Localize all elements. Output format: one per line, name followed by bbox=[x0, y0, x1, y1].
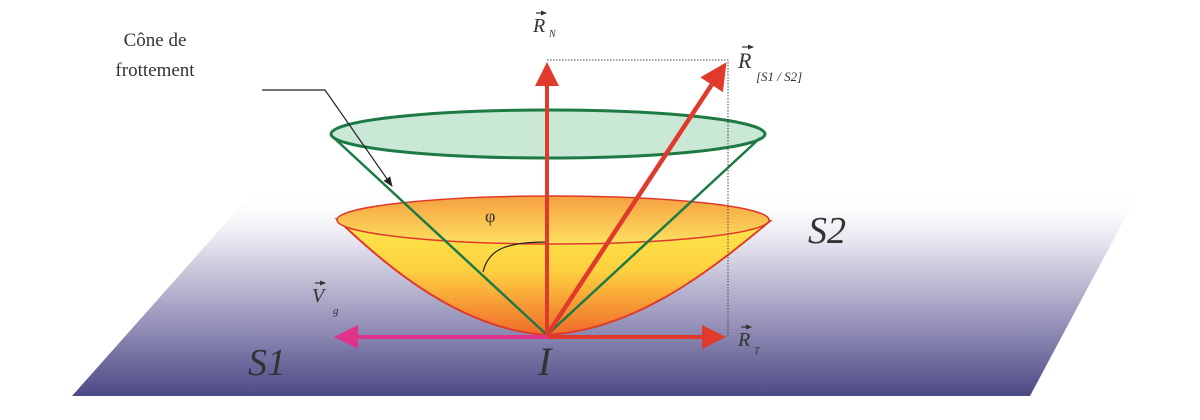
angle-arc bbox=[482, 241, 548, 273]
svg-text:R: R bbox=[737, 329, 750, 351]
solid-s1-label: S1 bbox=[248, 342, 286, 384]
svg-text:R: R bbox=[532, 15, 545, 37]
svg-text:N: N bbox=[548, 29, 557, 40]
resultant-force-arrow bbox=[545, 62, 727, 337]
contact-point-label: I bbox=[537, 339, 553, 384]
cone-title-line1: Cône de bbox=[124, 30, 187, 51]
solid-s2-label: S2 bbox=[808, 210, 846, 252]
svg-text:T: T bbox=[754, 346, 761, 357]
cone-title-line2: frottement bbox=[115, 60, 195, 81]
friction-cone-left-edge bbox=[332, 136, 548, 336]
svg-text:[S1 / S2]: [S1 / S2] bbox=[756, 69, 802, 84]
tangential-force-label: R T bbox=[737, 324, 761, 357]
sliding-velocity-label: V g bbox=[312, 280, 339, 317]
cone-label-leader bbox=[262, 89, 393, 187]
angle-label: φ bbox=[485, 206, 495, 226]
projection-lines bbox=[547, 59, 729, 338]
friction-cone-right-edge bbox=[546, 137, 761, 336]
svg-text:R: R bbox=[737, 48, 752, 73]
svg-text:V: V bbox=[312, 285, 327, 307]
svg-text:g: g bbox=[333, 305, 339, 317]
resultant-force-label: R [S1 / S2] bbox=[737, 44, 802, 84]
normal-force-label: R N bbox=[532, 10, 557, 40]
solid-s2-top bbox=[336, 195, 770, 245]
